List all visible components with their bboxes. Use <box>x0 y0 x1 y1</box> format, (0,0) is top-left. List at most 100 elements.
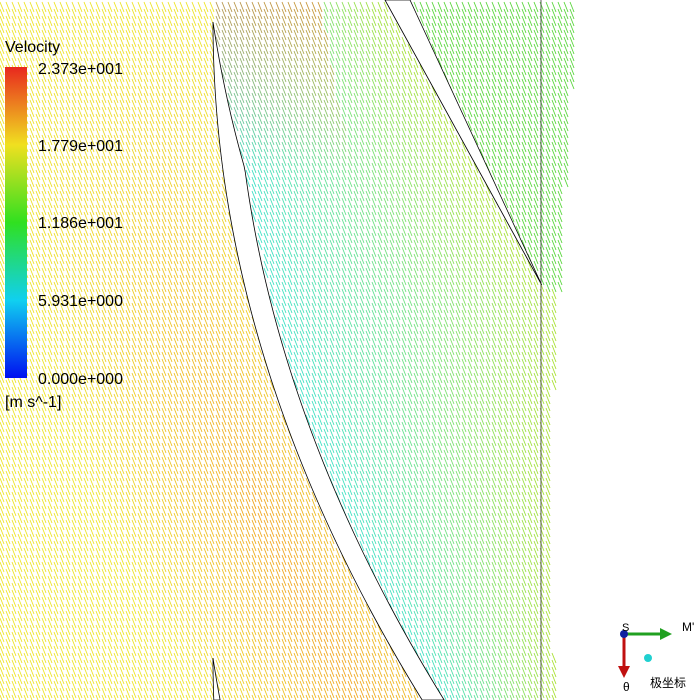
vector <box>59 134 65 146</box>
vector <box>245 99 251 111</box>
vector <box>533 36 539 48</box>
vector <box>29 183 35 195</box>
vector <box>71 211 77 223</box>
vector <box>449 15 455 27</box>
vector <box>395 127 401 139</box>
vector <box>185 127 191 139</box>
vector <box>317 15 323 27</box>
vector <box>89 134 95 146</box>
vector <box>203 15 209 27</box>
vector <box>551 120 557 132</box>
vector <box>311 113 317 125</box>
vector <box>281 155 287 167</box>
vector <box>53 148 59 160</box>
vector <box>29 15 35 27</box>
vector <box>479 225 485 237</box>
vector <box>275 169 281 181</box>
vector <box>323 197 329 209</box>
vector <box>137 204 143 216</box>
vector <box>353 148 359 160</box>
vector <box>497 106 503 118</box>
vector <box>113 43 119 55</box>
vector <box>35 15 41 27</box>
vector <box>443 36 449 48</box>
vector <box>59 176 65 188</box>
vector <box>131 113 137 125</box>
vector <box>149 162 155 174</box>
vector <box>227 22 233 34</box>
vector <box>263 218 269 230</box>
vector <box>551 141 557 153</box>
vector <box>341 1 347 13</box>
vector <box>53 190 59 202</box>
vector <box>299 176 305 188</box>
vector <box>119 127 125 139</box>
vector <box>485 134 491 146</box>
vector <box>197 29 203 41</box>
vector <box>191 232 197 244</box>
vector <box>407 197 413 209</box>
vector <box>377 50 383 62</box>
vector <box>479 204 485 216</box>
vector <box>335 211 341 223</box>
vector <box>311 225 317 237</box>
vector <box>383 29 389 41</box>
vector <box>113 120 119 132</box>
vector <box>209 71 215 83</box>
vector <box>113 1 119 13</box>
vector <box>377 29 383 41</box>
vector <box>197 148 203 160</box>
vector <box>275 1 281 13</box>
vector <box>179 141 185 153</box>
vector <box>17 8 23 20</box>
vector <box>317 43 323 55</box>
vector <box>377 155 383 167</box>
vector <box>155 148 161 160</box>
vector <box>551 204 557 216</box>
vector <box>425 85 431 97</box>
vector <box>359 36 365 48</box>
vector <box>119 8 125 20</box>
vector <box>389 78 395 90</box>
vector <box>245 78 251 90</box>
vector <box>65 36 71 48</box>
vector <box>437 155 443 167</box>
vector <box>227 50 233 62</box>
vector <box>293 155 299 167</box>
vector <box>131 176 137 188</box>
vector <box>197 155 203 167</box>
vector <box>125 127 131 139</box>
vector <box>461 148 467 160</box>
vector <box>551 113 557 125</box>
vector <box>77 169 83 181</box>
vector <box>503 15 509 27</box>
vector <box>329 29 335 41</box>
vector <box>371 29 377 41</box>
vector <box>485 197 491 209</box>
vector <box>449 29 455 41</box>
vector <box>263 1 269 13</box>
vector <box>557 225 563 237</box>
vector <box>173 64 179 76</box>
vector <box>65 78 71 90</box>
vector <box>521 8 527 20</box>
vector <box>341 36 347 48</box>
vector <box>551 64 557 76</box>
vector <box>461 218 467 230</box>
vector <box>431 113 437 125</box>
vector <box>449 232 455 244</box>
vector <box>185 141 191 153</box>
vector <box>473 29 479 41</box>
vector <box>383 71 389 83</box>
vector <box>467 92 473 104</box>
vector <box>287 50 293 62</box>
vector <box>389 225 395 237</box>
vector <box>23 15 29 27</box>
vector <box>119 197 125 209</box>
vector <box>71 57 77 69</box>
vector <box>437 99 443 111</box>
vector <box>143 22 149 34</box>
vector <box>71 8 77 20</box>
vector <box>203 99 209 111</box>
vector <box>551 8 557 20</box>
